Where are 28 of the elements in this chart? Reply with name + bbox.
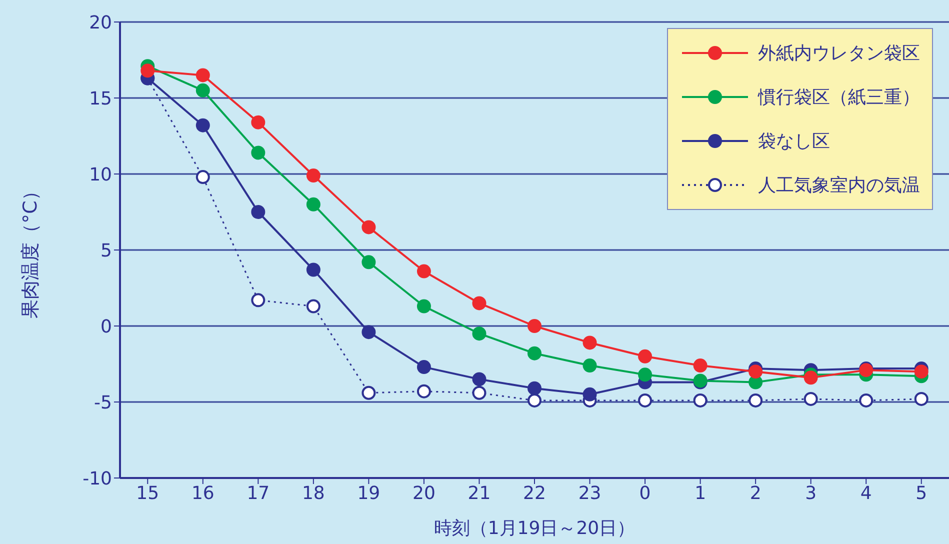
x-tick-label: 21 [468, 482, 491, 504]
y-tick-label: 5 [100, 240, 112, 262]
legend-label: 外紙内ウレタン袋区 [758, 42, 920, 65]
x-tick-label: 16 [191, 482, 214, 504]
y-tick-label: -10 [82, 468, 112, 490]
x-tick-label: 4 [860, 482, 872, 504]
legend-label: 慣行袋区（紙三重） [758, 86, 920, 109]
legend-label: 人工気象室内の気温 [758, 174, 920, 197]
y-tick-label: 15 [89, 88, 112, 110]
x-tick-label: 17 [246, 482, 270, 504]
x-tick-label: 15 [136, 482, 160, 504]
y-tick-label: 10 [89, 164, 112, 186]
x-tick-label: 19 [357, 482, 380, 504]
y-tick-label: 0 [100, 316, 112, 338]
x-tick-label: 18 [302, 482, 325, 504]
x-tick-label: 23 [578, 482, 602, 504]
x-tick-label: 5 [916, 482, 928, 504]
y-tick-label: -5 [94, 392, 112, 414]
y-axis-title: 果肉温度（°C） [20, 182, 42, 318]
x-tick-label: 22 [523, 482, 546, 504]
x-tick-label: 20 [412, 482, 436, 504]
x-tick-label: 1 [694, 482, 706, 504]
x-tick-label: 0 [639, 482, 651, 504]
legend-label: 袋なし区 [758, 130, 830, 153]
x-tick-label: 2 [750, 482, 762, 504]
x-tick-label: 3 [805, 482, 817, 504]
y-tick-label: 20 [89, 12, 112, 34]
x-axis-title: 時刻（1月19日～20日） [434, 518, 636, 539]
